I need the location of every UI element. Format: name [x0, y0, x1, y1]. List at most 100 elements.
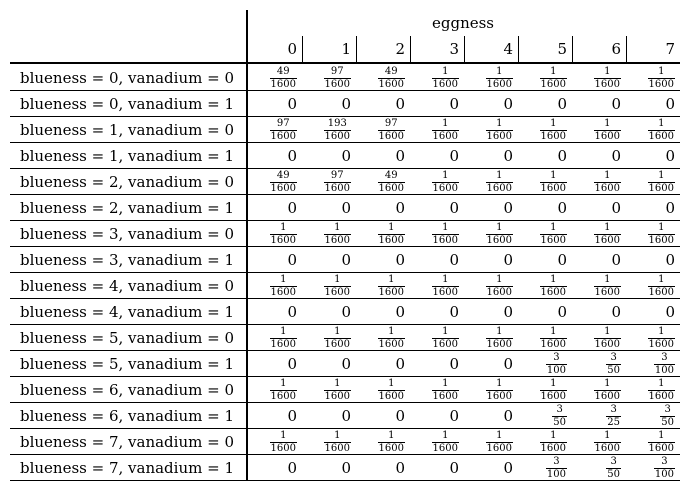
row-divider	[10, 90, 680, 91]
row-divider	[10, 324, 680, 325]
row-label: blueness = 5, vanadium = 0	[19, 329, 234, 347]
table-cell: 0	[449, 199, 459, 217]
row-divider	[10, 402, 680, 403]
table-cell: 0	[665, 147, 675, 165]
table-cell: 0	[341, 459, 351, 477]
table-cell: 49 1600	[269, 169, 297, 194]
table-cell: 3 100	[545, 351, 567, 376]
table-cell: 1 1600	[377, 325, 405, 350]
table-cell: 0	[503, 199, 513, 217]
row-divider	[10, 298, 680, 299]
row-label: blueness = 5, vanadium = 1	[19, 355, 234, 373]
table-cell: 1 1600	[485, 221, 513, 246]
table-cell: 1 1600	[647, 221, 675, 246]
table-cell: 3 25	[606, 403, 621, 428]
column-header-divider	[626, 36, 627, 62]
table-cell: 0	[395, 199, 405, 217]
table-cell: 0	[665, 199, 675, 217]
table-cell: 1 1600	[485, 169, 513, 194]
table-cell: 0	[449, 407, 459, 425]
table-cell: 1 1600	[593, 221, 621, 246]
table-cell: 0	[287, 303, 297, 321]
table-cell: 1 1600	[377, 377, 405, 402]
table-cell: 1 1600	[431, 169, 459, 194]
table-cell: 0	[503, 95, 513, 113]
table-cell: 1 1600	[377, 221, 405, 246]
column-header: 3	[449, 40, 459, 58]
table-cell: 0	[395, 407, 405, 425]
table-cell: 0	[395, 459, 405, 477]
row-label: blueness = 7, vanadium = 1	[19, 459, 234, 477]
column-header-divider	[302, 36, 303, 62]
table-cell: 1 1600	[647, 273, 675, 298]
row-label: blueness = 3, vanadium = 0	[19, 225, 234, 243]
table-cell: 1 1600	[539, 169, 567, 194]
label-column-divider	[246, 10, 248, 481]
table-cell: 1 1600	[431, 377, 459, 402]
table-cell: 1 1600	[431, 273, 459, 298]
table-cell: 0	[449, 459, 459, 477]
row-label: blueness = 1, vanadium = 0	[19, 121, 234, 139]
table-cell: 0	[611, 199, 621, 217]
table-cell: 1 1600	[593, 117, 621, 142]
table-cell: 0	[341, 355, 351, 373]
row-label: blueness = 1, vanadium = 1	[19, 147, 234, 165]
table-cell: 1 1600	[431, 65, 459, 90]
table-cell: 1 1600	[323, 377, 351, 402]
table-cell: 0	[611, 147, 621, 165]
table-cell: 0	[611, 303, 621, 321]
table-cell: 0	[449, 251, 459, 269]
table-cell: 0	[287, 147, 297, 165]
table-cell: 0	[341, 199, 351, 217]
table-cell: 1 1600	[269, 221, 297, 246]
row-label: blueness = 4, vanadium = 1	[19, 303, 234, 321]
table-cell: 1 1600	[539, 273, 567, 298]
row-label: blueness = 2, vanadium = 0	[19, 173, 234, 191]
table-cell: 0	[557, 95, 567, 113]
table-cell: 1 1600	[269, 377, 297, 402]
row-label: blueness = 0, vanadium = 0	[19, 69, 234, 87]
table-cell: 97 1600	[377, 117, 405, 142]
table-cell: 97 1600	[323, 169, 351, 194]
column-header: 7	[665, 40, 675, 58]
table-cell: 1 1600	[377, 273, 405, 298]
table-cell: 0	[665, 95, 675, 113]
table-cell: 1 1600	[539, 221, 567, 246]
table-cell: 1 1600	[593, 429, 621, 454]
table-cell: 1 1600	[323, 429, 351, 454]
table-cell: 0	[287, 199, 297, 217]
table-cell: 1 1600	[431, 117, 459, 142]
table-cell: 1 1600	[593, 169, 621, 194]
table-cell: 0	[395, 303, 405, 321]
column-group-title: eggness	[431, 14, 494, 32]
table-cell: 1 1600	[647, 429, 675, 454]
column-header: 4	[503, 40, 513, 58]
row-divider	[10, 116, 680, 117]
table-cell: 49 1600	[269, 65, 297, 90]
table-cell: 0	[449, 95, 459, 113]
row-label: blueness = 6, vanadium = 0	[19, 381, 234, 399]
table-cell: 0	[557, 147, 567, 165]
row-divider	[10, 454, 680, 455]
table-cell: 1 1600	[539, 65, 567, 90]
table-cell: 0	[341, 407, 351, 425]
table-cell: 0	[395, 355, 405, 373]
table-cell: 3 100	[653, 351, 675, 376]
table-cell: 1 1600	[647, 325, 675, 350]
table-cell: 3 100	[545, 455, 567, 480]
table-cell: 1 1600	[431, 429, 459, 454]
table-cell: 0	[611, 95, 621, 113]
table-cell: 1 1600	[485, 377, 513, 402]
table-cell: 0	[503, 407, 513, 425]
table-cell: 193 1600	[323, 117, 351, 142]
column-header-divider	[572, 36, 573, 62]
row-divider	[10, 194, 680, 195]
column-header: 1	[341, 40, 351, 58]
table-cell: 3 50	[606, 351, 621, 376]
row-label: blueness = 4, vanadium = 0	[19, 277, 234, 295]
table-cell: 1 1600	[269, 325, 297, 350]
table-cell: 0	[395, 251, 405, 269]
table-cell: 0	[665, 303, 675, 321]
table-cell: 0	[287, 95, 297, 113]
row-divider	[10, 246, 680, 247]
